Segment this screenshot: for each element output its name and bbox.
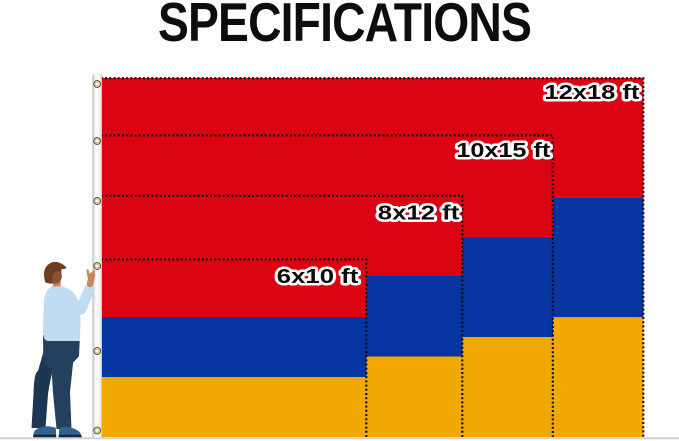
svg-text:6x10 ft: 6x10 ft: [277, 265, 359, 288]
svg-text:12x18 ft: 12x18 ft: [544, 81, 639, 104]
svg-text:SPECIFICATIONS: SPECIFICATIONS: [158, 0, 531, 53]
svg-text:10x15 ft: 10x15 ft: [456, 139, 550, 162]
svg-text:8x12 ft: 8x12 ft: [378, 201, 460, 224]
